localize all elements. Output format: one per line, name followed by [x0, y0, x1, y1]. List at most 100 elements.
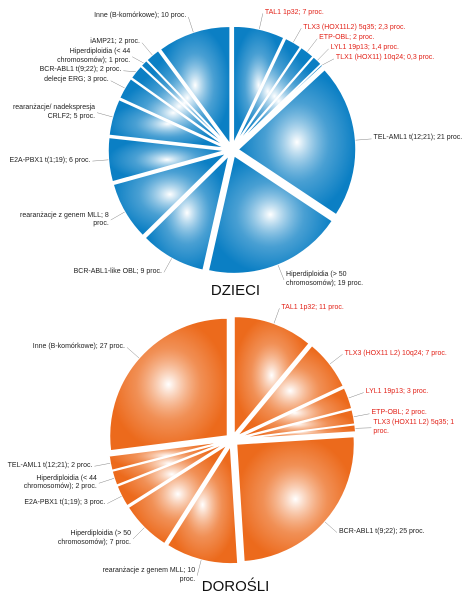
value-label: 27 proc. — [97, 342, 125, 350]
value-label: 9 proc. — [138, 267, 162, 275]
category-label: TLX1 (HOX11) 10q24; — [335, 54, 406, 62]
value-label: 7 proc. — [423, 349, 447, 357]
leader-line — [123, 70, 136, 73]
category-label: TAL1 1p32; — [281, 303, 318, 311]
value-label: 2 proc. — [403, 409, 427, 417]
slice-label: TEL-AML1 t(12;21); 2 proc. — [8, 462, 93, 471]
slice-label: rearanżacje/ nadekspresja CRLF2; 5 proc. — [0, 104, 95, 121]
leader-line — [277, 265, 285, 281]
slice-label: TAL1 1p32; 7 proc. — [265, 9, 324, 18]
category-label: rearanżacje z genem MLL; — [102, 567, 186, 575]
category-label: TLX3 (HOX11 L2) 5q35; — [373, 419, 449, 427]
leader-line — [132, 527, 145, 540]
leader-line — [110, 211, 125, 221]
value-label: 10 proc. — [179, 567, 196, 583]
slice-label: Inne (B-komórkowe); 10 proc. — [94, 12, 186, 21]
leader-line — [348, 392, 364, 399]
leader-line — [355, 427, 372, 429]
category-label: rearanżacje/ nadekspresja CRLF2; — [12, 104, 96, 120]
leader-line — [163, 258, 172, 273]
value-label: 25 proc. — [397, 528, 425, 536]
leader-line — [259, 13, 264, 30]
value-label: 5 proc. — [71, 112, 96, 120]
slice-label: rearanżacje z genem MLL; 8 proc. — [4, 212, 109, 229]
leader-line — [353, 413, 370, 418]
leader-line — [188, 16, 194, 33]
slice-label: E2A-PBX1 t(1;19); 6 proc. — [10, 157, 91, 166]
leader-line — [96, 112, 113, 118]
category-label: Inne (B-komórkowe); — [94, 12, 160, 20]
value-label: 7 proc. — [107, 538, 132, 546]
slice-label: E2A-PBX1 t(1;19); 3 proc. — [24, 499, 105, 508]
value-label: 8 proc. — [93, 211, 109, 228]
leader-line — [273, 308, 280, 324]
slice-label: Hiperdiploidia (> 50 chromosomów); 7 pro… — [26, 530, 131, 547]
value-label: 21 proc. — [435, 134, 463, 142]
slice — [111, 441, 227, 487]
category-label: rearanżacje z genem MLL; — [20, 211, 103, 219]
chart-title: DZIECI — [210, 282, 261, 299]
category-label: TAL1 1p32; — [264, 8, 301, 16]
slice-label: TEL-AML1 t(12;21); 21 proc. — [374, 134, 463, 143]
slice — [108, 98, 227, 150]
slice — [107, 136, 227, 183]
leader-line — [324, 521, 338, 533]
value-label: 2 proc. — [116, 38, 141, 46]
value-label: 3 proc. — [404, 388, 429, 396]
leader-line — [293, 28, 302, 43]
slice — [159, 25, 231, 147]
category-label: Hiperdiploidia (> 50 chromosomów); — [286, 271, 347, 287]
category-label: TEL-AML1 t(12;21); — [373, 134, 436, 142]
category-label: BCR-ABL1 t(9;22); — [339, 528, 398, 536]
leader-line — [329, 353, 343, 365]
slice-label: BCR-ABL1 t(9;22); 2 proc. — [40, 66, 122, 75]
leader-line — [98, 478, 115, 484]
value-label: 2 proc. — [351, 34, 375, 42]
slice-label: TLX3 (HOX11 L2) 5q35; 1 proc. — [373, 419, 471, 436]
value-label: 2,3 proc. — [376, 23, 406, 31]
leader-line — [141, 42, 153, 56]
value-label: 1 proc. — [106, 56, 131, 64]
category-label: iAMP21; — [90, 38, 117, 46]
leader-line — [107, 496, 122, 504]
slice-label: TAL1 1p32; 11 proc. — [281, 304, 343, 313]
slice-label: rearanżacje z genem MLL; 10 proc. — [90, 567, 196, 584]
category-label: BCR-ABL1 t(9;22); — [39, 66, 98, 74]
slice-label: LYL1 19p13; 1,4 proc. — [331, 44, 399, 53]
chart-title: DOROŚLI — [201, 578, 270, 595]
value-label: 19 proc. — [335, 279, 364, 287]
slice — [127, 443, 229, 545]
category-label: Hiperdiploidia (< 44 chromosomów); — [23, 474, 97, 491]
value-label: 7 proc. — [300, 8, 324, 16]
leader-line — [126, 347, 140, 359]
slice-label: BCR-ABL1 t(9;22); 25 proc. — [339, 528, 425, 537]
value-label: 1,4 proc. — [369, 44, 399, 52]
value-label: 3 proc. — [85, 76, 109, 84]
slice-label: Inne (B-komórkowe); 27 proc. — [33, 343, 125, 352]
slice-label: delecje ERG; 3 proc. — [44, 76, 109, 85]
value-label: 2 proc. — [69, 461, 93, 469]
leader-line — [132, 56, 144, 64]
category-label: delecje ERG; — [44, 76, 86, 84]
slice-label: TLX3 (HOX11L2) 5q35; 2,3 proc. — [303, 24, 405, 33]
category-label: Hiperdiploidia (> 50 chromosomów); — [57, 530, 132, 546]
slice-label: Hiperdiploidia (< 44 chromosomów); 2 pro… — [0, 475, 97, 492]
value-label: 2 proc. — [73, 483, 97, 491]
slice — [237, 386, 353, 439]
leader-line — [307, 38, 318, 52]
category-label: LYL1 19p13; — [330, 44, 370, 52]
slice-label: TLX1 (HOX11) 10q24; 0,3 proc. — [336, 54, 434, 63]
leader-line — [94, 462, 111, 467]
category-label: ETP-OBL; — [319, 34, 352, 42]
value-label: 11 proc. — [317, 303, 344, 311]
value-label: 0,3 proc. — [405, 54, 435, 62]
value-label: 1 proc. — [373, 419, 455, 435]
value-label: 3 proc. — [81, 499, 106, 507]
category-label: E2A-PBX1 t(1;19); — [9, 156, 68, 164]
slice — [233, 315, 311, 437]
leader-line — [355, 138, 372, 141]
slice-label: Hiperdiploidia (< 44 chromosomów); 1 pro… — [25, 48, 130, 65]
category-label: ETP-OBL; — [371, 409, 404, 417]
leader-line — [196, 560, 202, 576]
